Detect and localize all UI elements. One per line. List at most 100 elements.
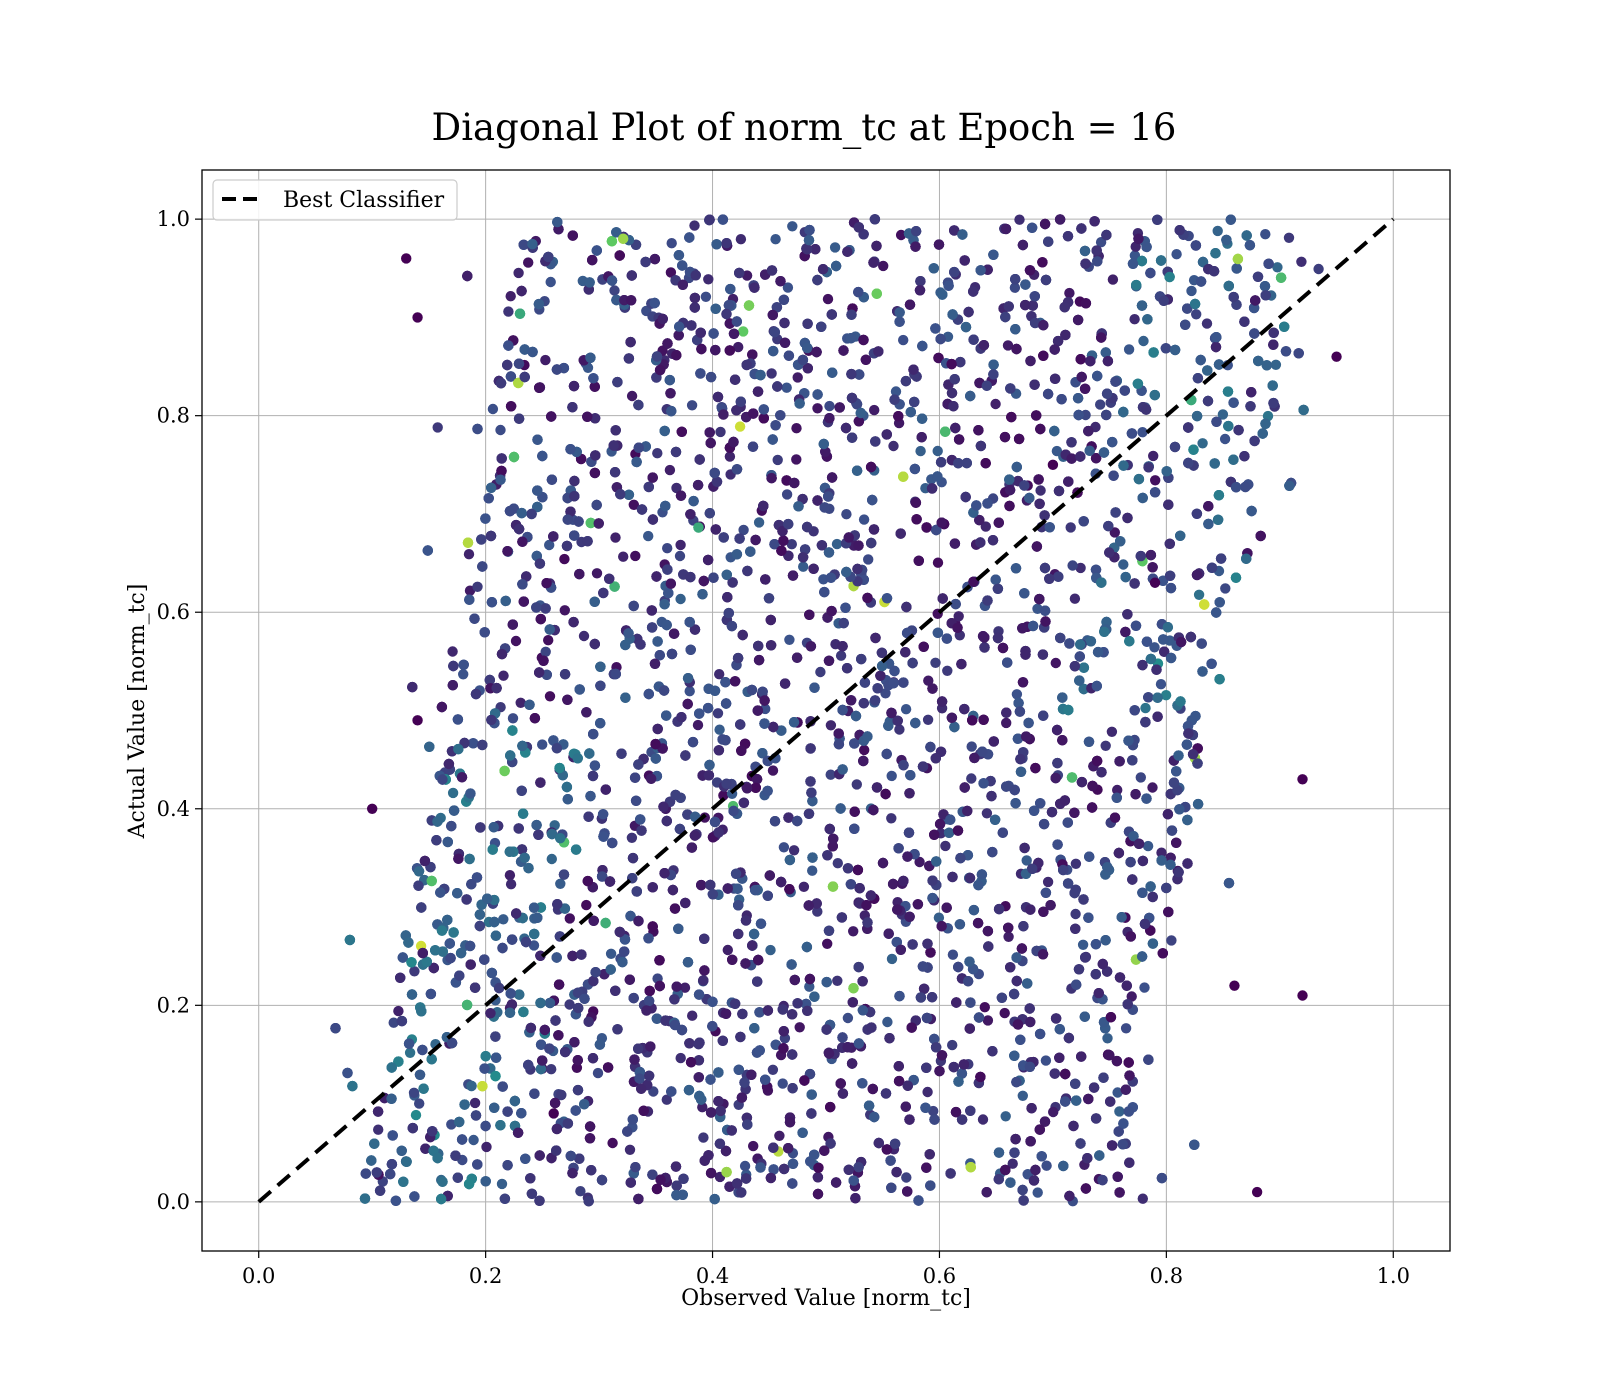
- scatter-point: [1076, 223, 1087, 234]
- scatter-point: [825, 1101, 836, 1113]
- scatter-point: [786, 539, 797, 550]
- scatter-point: [1215, 553, 1227, 564]
- scatter-point: [697, 1102, 708, 1113]
- scatter-point: [1021, 978, 1033, 989]
- scatter-point: [917, 961, 929, 972]
- scatter-point: [505, 291, 516, 302]
- scatter-point: [968, 286, 979, 297]
- scatter-point: [990, 398, 1001, 410]
- scatter-point: [498, 914, 509, 925]
- scatter-point: [1149, 642, 1160, 653]
- scatter-point: [537, 739, 548, 750]
- scatter-point: [1005, 962, 1016, 973]
- scatter-point: [1051, 445, 1063, 457]
- scatter-point: [679, 982, 691, 993]
- scatter-point: [907, 939, 918, 950]
- scatter-point: [987, 1046, 998, 1057]
- scatter-point: [859, 744, 870, 756]
- scatter-point: [781, 489, 793, 500]
- scatter-point: [999, 1007, 1010, 1019]
- scatter-point: [1036, 1151, 1047, 1162]
- scatter-point: [495, 424, 506, 436]
- scatter-point: [980, 521, 991, 532]
- scatter-point: [559, 669, 571, 680]
- scatter-point: [408, 1087, 420, 1099]
- scatter-point: [1188, 444, 1199, 455]
- scatter-point: [432, 422, 443, 433]
- scatter-point: [1039, 218, 1051, 230]
- scatter-point: [643, 481, 654, 493]
- scatter-point: [1220, 583, 1231, 594]
- scatter-point: [624, 1144, 636, 1156]
- scatter-point: [472, 581, 483, 592]
- scatter-point: [1007, 1158, 1018, 1169]
- scatter-point: [535, 777, 546, 788]
- scatter-point: [1025, 355, 1036, 367]
- scatter-point: [665, 267, 677, 278]
- scatter-point: [598, 587, 609, 599]
- scatter-point: [388, 1017, 399, 1028]
- scatter-point: [856, 653, 867, 665]
- scatter-point: [937, 593, 948, 604]
- scatter-point: [1209, 458, 1220, 469]
- scatter-point: [993, 1174, 1004, 1185]
- scatter-point: [1107, 436, 1118, 448]
- scatter-point: [1034, 498, 1045, 509]
- scatter-point: [1267, 380, 1278, 391]
- scatter-point: [1015, 1034, 1026, 1046]
- scatter-point: [914, 856, 925, 868]
- scatter-point: [502, 1106, 513, 1117]
- scatter-point: [918, 641, 929, 652]
- scatter-point: [1015, 766, 1027, 777]
- scatter-point: [1203, 501, 1214, 512]
- scatter-point: [1070, 858, 1082, 869]
- scatter-point: [867, 494, 878, 506]
- scatter-point: [1157, 948, 1169, 959]
- scatter-point: [596, 1174, 608, 1186]
- scatter-point: [764, 870, 775, 881]
- scatter-point: [1135, 772, 1147, 783]
- scatter-point: [448, 927, 459, 938]
- scatter-point: [779, 678, 791, 689]
- scatter-point: [1039, 562, 1051, 574]
- scatter-point: [431, 835, 442, 846]
- scatter-point: [731, 405, 742, 416]
- scatter-point: [840, 602, 851, 613]
- scatter-point: [1050, 772, 1061, 784]
- scatter-point: [555, 878, 566, 889]
- scatter-point: [788, 845, 800, 856]
- scatter-point: [1169, 441, 1181, 453]
- scatter-point: [404, 1047, 416, 1059]
- scatter-point: [738, 524, 749, 536]
- scatter-point: [816, 540, 828, 551]
- scatter-point: [1125, 856, 1136, 868]
- scatter-point: [1130, 241, 1141, 252]
- scatter-point: [574, 1153, 585, 1164]
- scatter-point: [373, 1124, 384, 1135]
- scatter-point: [465, 788, 476, 799]
- scatter-point: [898, 334, 909, 346]
- scatter-point: [607, 1137, 618, 1149]
- scatter-point: [934, 818, 946, 830]
- scatter-point: [498, 670, 509, 681]
- scatter-point: [822, 938, 833, 949]
- scatter-point: [575, 1186, 586, 1197]
- scatter-point: [1182, 858, 1193, 869]
- scatter-point: [532, 434, 543, 445]
- scatter-point: [949, 225, 960, 236]
- scatter-point: [1171, 837, 1182, 848]
- scatter-point: [1197, 438, 1208, 449]
- scatter-point: [649, 297, 660, 309]
- scatter-point: [851, 465, 863, 476]
- scatter-point: [1060, 329, 1071, 341]
- scatter-point: [516, 785, 527, 796]
- scatter-point: [886, 813, 897, 824]
- scatter-point: [747, 349, 758, 360]
- scatter-point: [1076, 1051, 1087, 1062]
- scatter-point: [890, 386, 902, 397]
- scatter-point: [900, 704, 912, 715]
- scatter-point: [447, 787, 459, 799]
- scatter-point: [458, 669, 469, 680]
- scatter-point: [1078, 894, 1089, 905]
- scatter-point: [822, 850, 833, 861]
